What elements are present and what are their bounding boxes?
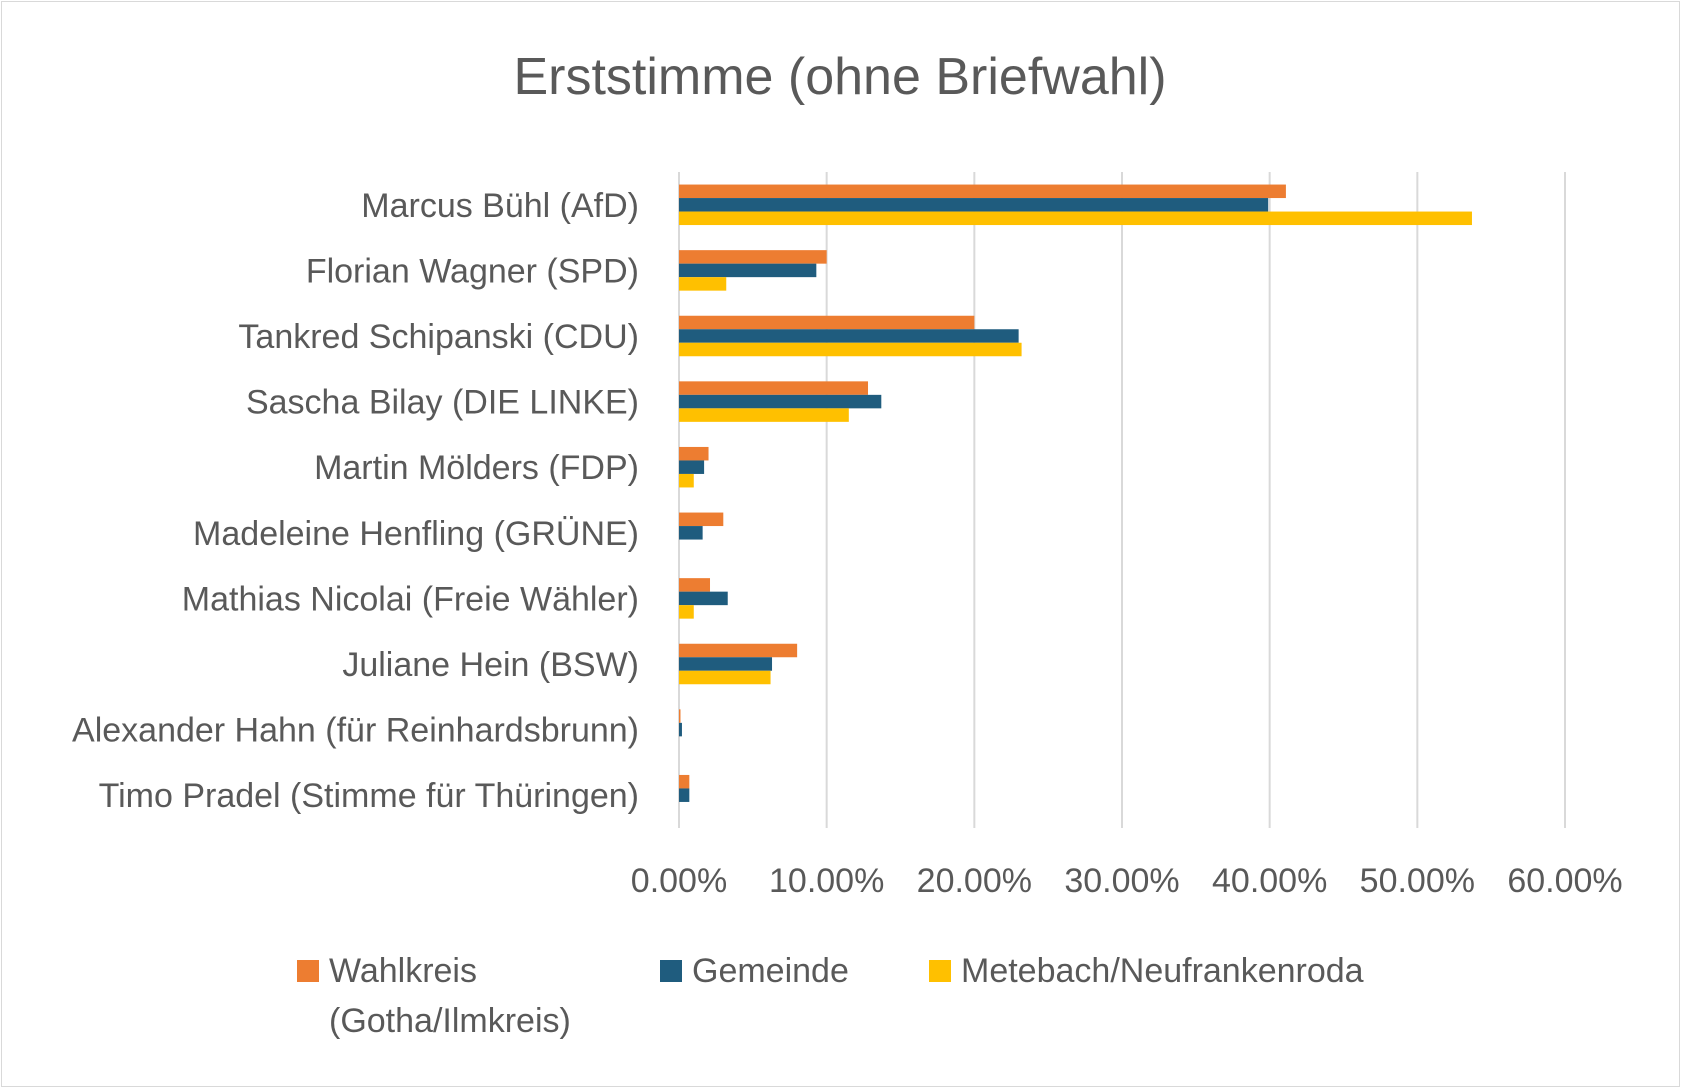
x-axis-tick-labels: 0.00% 10.00% 20.00% 30.00% 40.00% 50.00% 60.00… — [631, 862, 1623, 900]
bar-wahlkreis — [679, 315, 975, 330]
category-label: Alexander Hahn (für Reinhardsbrunn) — [72, 712, 639, 750]
category-labels: Marcus Bühl (AfD) Florian Wagner (SPD) Tan… — [72, 187, 639, 815]
x-tick-label: 50.00% — [1360, 862, 1475, 900]
legend-swatch — [929, 960, 951, 982]
legend-label: Metebach/Neufrankenroda — [961, 952, 1364, 990]
legend-swatch — [660, 960, 682, 982]
category-label: Martin Mölders (FDP) — [314, 449, 639, 487]
bar-wahlkreis — [679, 250, 827, 264]
bar-gemeinde — [679, 263, 817, 278]
category-label: Florian Wagner (SPD) — [306, 252, 639, 290]
bar-wahlkreis — [679, 381, 869, 395]
bar-gemeinde — [679, 591, 728, 606]
bar-metebach — [679, 408, 849, 422]
bar-wahlkreis — [679, 774, 690, 789]
x-tick-label: 0.00% — [631, 862, 727, 900]
bar-gemeinde — [679, 198, 1269, 212]
bar-wahlkreis — [679, 578, 711, 592]
category-label: Madeleine Henfling (GRÜNE) — [193, 515, 639, 553]
x-tick-label: 10.00% — [769, 862, 884, 900]
bar-metebach — [679, 670, 771, 685]
bar-gemeinde — [679, 394, 882, 409]
legend-label: Wahlkreis — [329, 952, 477, 990]
bar-wahlkreis — [679, 709, 681, 723]
bar-metebach — [679, 277, 727, 291]
legend-label: Gemeinde — [692, 952, 849, 990]
bar-metebach — [679, 211, 1472, 226]
chart-title: Erststimme (ohne Briefwahl) — [513, 48, 1166, 106]
category-label: Sascha Bilay (DIE LINKE) — [246, 384, 639, 422]
x-tick-label: 40.00% — [1212, 862, 1327, 900]
bar-gemeinde — [679, 526, 703, 540]
bars — [679, 184, 1472, 802]
category-label: Juliane Hein (BSW) — [342, 646, 639, 684]
category-label: Mathias Nicolai (Freie Wähler) — [182, 580, 639, 618]
bar-gemeinde — [679, 657, 773, 671]
bar-gemeinde — [679, 722, 682, 737]
legend: Wahlkreis (Gotha/Ilmkreis) Gemeinde Metebac… — [297, 952, 1364, 1040]
bar-metebach — [679, 342, 1022, 357]
category-label: Tankred Schipanski (CDU) — [238, 318, 639, 356]
bar-metebach — [679, 605, 694, 619]
bar-gemeinde — [679, 788, 690, 802]
bar-wahlkreis — [679, 512, 724, 527]
x-tick-label: 20.00% — [917, 862, 1032, 900]
legend-swatch — [297, 960, 319, 982]
bar-gemeinde — [679, 329, 1019, 343]
bar-gemeinde — [679, 460, 705, 474]
category-label: Marcus Bühl (AfD) — [361, 187, 639, 225]
legend-label: (Gotha/Ilmkreis) — [329, 1002, 571, 1040]
category-label: Timo Pradel (Stimme für Thüringen) — [99, 777, 639, 815]
bar-wahlkreis — [679, 446, 709, 461]
bar-wahlkreis — [679, 643, 798, 658]
bar-metebach — [679, 473, 694, 488]
gridlines — [678, 172, 1566, 828]
x-tick-label: 60.00% — [1507, 862, 1622, 900]
bar-wahlkreis — [679, 184, 1286, 199]
x-tick-label: 30.00% — [1064, 862, 1179, 900]
